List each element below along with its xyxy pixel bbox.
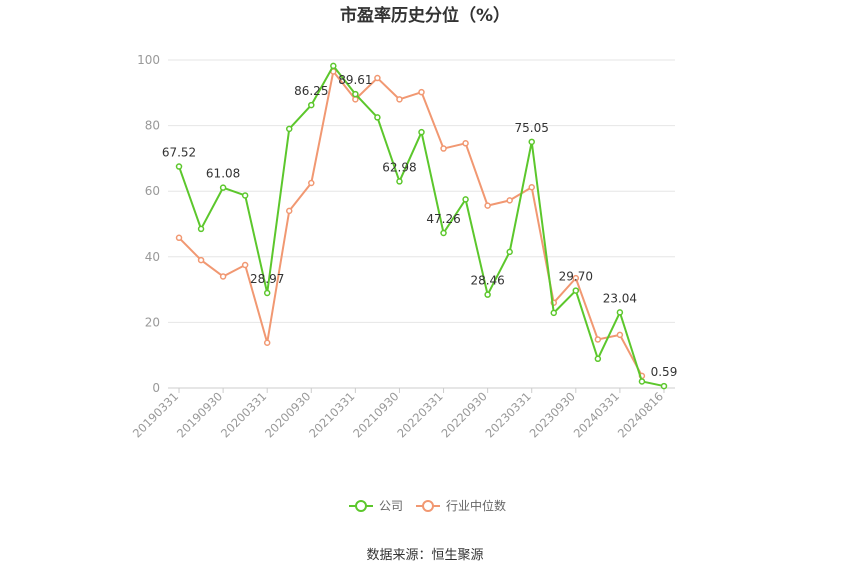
company-point bbox=[396, 178, 403, 185]
data-source-note: 数据来源：恒生聚源 bbox=[366, 548, 483, 563]
x-tick-label: 20210331 bbox=[306, 389, 357, 440]
company-line bbox=[178, 64, 665, 388]
industry-median-point bbox=[440, 145, 447, 152]
company-data-label: 28.46 bbox=[470, 274, 504, 288]
company-point bbox=[440, 229, 447, 237]
legend-label: 公司 bbox=[379, 499, 403, 513]
x-tick-label: 20200930 bbox=[262, 389, 313, 440]
company-point bbox=[241, 192, 249, 199]
company-data-label: 75.05 bbox=[515, 121, 549, 135]
industry-median-point bbox=[263, 339, 271, 346]
legend[interactable]: 公司 行业中位数 bbox=[349, 498, 506, 513]
series-layer bbox=[175, 62, 668, 390]
industry-median-point bbox=[506, 197, 513, 204]
industry-median-point bbox=[285, 207, 293, 215]
x-tick-label: 20210930 bbox=[350, 389, 401, 440]
legend-label: 行业中位数 bbox=[446, 498, 506, 513]
company-data-label: 67.52 bbox=[162, 146, 196, 160]
x-tick-label: 20200331 bbox=[218, 389, 269, 440]
company-data-label: 47.26 bbox=[426, 212, 460, 226]
x-tick-label: 20190331 bbox=[130, 389, 181, 440]
company-point bbox=[484, 291, 491, 298]
industry-median-point bbox=[241, 261, 249, 269]
industry-median-point bbox=[594, 336, 602, 343]
industry-median-point bbox=[219, 273, 227, 280]
industry-median-point bbox=[175, 234, 183, 242]
company-point bbox=[374, 114, 381, 121]
legend-marker-icon bbox=[355, 500, 367, 512]
company-point bbox=[572, 287, 580, 294]
company-data-label: 89.61 bbox=[338, 73, 372, 87]
company-point bbox=[308, 101, 315, 109]
y-tick-label: 20 bbox=[145, 315, 160, 329]
industry-median-point bbox=[528, 184, 535, 191]
company-point bbox=[616, 309, 624, 316]
company-point bbox=[594, 355, 602, 363]
x-axis: 2019033120190930202003312020093020210331… bbox=[130, 387, 675, 441]
industry-median-point bbox=[484, 202, 491, 209]
company-point bbox=[660, 382, 668, 390]
company-data-label: 0.59 bbox=[651, 365, 678, 379]
company-point bbox=[285, 125, 293, 133]
y-tick-label: 0 bbox=[152, 381, 160, 395]
y-tick-label: 100 bbox=[137, 53, 160, 67]
company-point bbox=[263, 289, 271, 297]
chart-title: 市盈率历史分位（%） bbox=[340, 5, 510, 26]
y-axis-ticks: 0 20 40 60 80 100 bbox=[137, 53, 160, 395]
industry-median-point bbox=[462, 140, 469, 147]
company-data-label: 61.08 bbox=[206, 167, 240, 181]
industry-median-line bbox=[178, 70, 643, 377]
company-data-label: 23.04 bbox=[603, 291, 637, 305]
industry-median-point bbox=[308, 179, 315, 187]
x-tick-label: 20220331 bbox=[394, 389, 445, 440]
industry-median-point bbox=[197, 256, 205, 264]
company-point bbox=[462, 196, 469, 203]
company-data-label: 29.70 bbox=[559, 270, 593, 284]
data-labels: 67.52 61.08 28.97 86.25 89.61 62.98 47.26 28.46… bbox=[162, 73, 677, 379]
company-point bbox=[638, 378, 646, 385]
x-tick-label: 20190930 bbox=[174, 389, 225, 440]
legend-item-industry-median[interactable]: 行业中位数 bbox=[416, 498, 506, 513]
company-data-label: 86.25 bbox=[294, 84, 328, 98]
y-tick-label: 40 bbox=[145, 250, 160, 264]
y-tick-label: 60 bbox=[145, 184, 160, 198]
x-tick-label: 20240816 bbox=[615, 389, 666, 440]
industry-median-point bbox=[396, 96, 403, 103]
grid-lines bbox=[168, 59, 675, 323]
company-point bbox=[550, 309, 558, 317]
company-point bbox=[197, 225, 205, 233]
x-tick-label: 20230331 bbox=[483, 389, 534, 440]
legend-marker-icon bbox=[422, 500, 434, 512]
company-data-label: 62.98 bbox=[382, 160, 416, 174]
company-point bbox=[175, 163, 183, 170]
company-point bbox=[528, 138, 535, 146]
x-tick-label: 20220930 bbox=[438, 389, 489, 440]
industry-median-point bbox=[418, 88, 425, 96]
company-point bbox=[506, 248, 513, 256]
industry-median-point bbox=[572, 274, 580, 282]
industry-median-point bbox=[616, 331, 624, 339]
company-point bbox=[219, 184, 227, 191]
legend-item-company[interactable]: 公司 bbox=[349, 499, 403, 513]
company-point bbox=[330, 62, 337, 70]
y-tick-label: 80 bbox=[145, 119, 160, 133]
company-point bbox=[352, 90, 359, 98]
x-tick-label: 20240331 bbox=[571, 389, 622, 440]
x-tick-label: 20230930 bbox=[527, 389, 578, 440]
industry-median-point bbox=[374, 74, 381, 82]
company-point bbox=[418, 128, 425, 136]
company-data-label: 28.97 bbox=[250, 272, 284, 286]
industry-median-point bbox=[352, 96, 359, 103]
